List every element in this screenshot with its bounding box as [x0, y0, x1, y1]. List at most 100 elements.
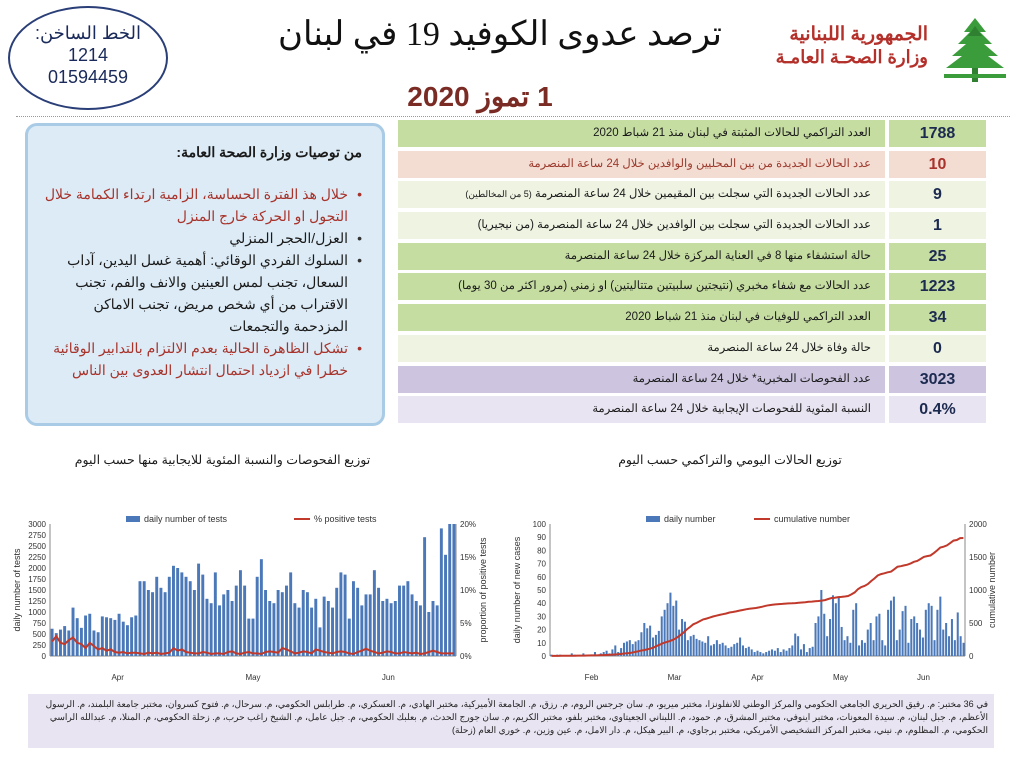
bar — [710, 645, 713, 656]
bar — [756, 650, 759, 656]
bar — [646, 628, 649, 656]
bar — [785, 650, 788, 656]
bar — [305, 592, 309, 656]
page-title: ترصد عدوى الكوفيد 19 في لبنان — [278, 16, 722, 53]
bar — [759, 652, 762, 656]
y-tick-label: 1250 — [28, 597, 46, 606]
stat-value: 0 — [889, 334, 986, 362]
bar — [96, 632, 100, 656]
bar — [444, 554, 448, 656]
bar — [826, 636, 829, 656]
bar — [817, 616, 820, 656]
bar — [54, 633, 58, 656]
bar — [418, 605, 422, 656]
bar — [744, 648, 747, 656]
bar — [631, 644, 634, 656]
y-tick-label: 10 — [537, 639, 546, 648]
bar — [921, 637, 924, 656]
y2-axis-title: cumulative number — [987, 552, 997, 628]
bar — [849, 642, 852, 656]
bar — [936, 609, 939, 656]
bar — [226, 590, 230, 656]
recommendations-heading: من توصيات وزارة الصحة العامة: — [176, 144, 362, 160]
bar — [840, 626, 843, 656]
bar — [125, 625, 129, 656]
bar — [721, 642, 724, 656]
bar — [762, 653, 765, 656]
bar — [950, 619, 953, 656]
bar — [280, 592, 284, 656]
month-label: Apr — [751, 673, 764, 682]
cases-chart: 01020304050607080901000500100015002000da… — [512, 514, 997, 682]
bar — [448, 524, 452, 656]
bar — [820, 590, 823, 656]
bar — [904, 605, 907, 656]
recommendation-item: تشكل الظاهرة الحالية بعدم الالتزام بالتد… — [44, 337, 362, 381]
bar — [962, 642, 965, 656]
bar — [741, 645, 745, 656]
y-tick-label: 30 — [537, 612, 546, 621]
bar — [84, 615, 88, 656]
stat-row: النسبة المئوية للفحوصات الإيجابية خلال 2… — [398, 396, 986, 424]
bar — [800, 649, 803, 656]
bar — [663, 609, 666, 656]
bar — [875, 616, 878, 656]
bar — [675, 600, 678, 656]
bar — [331, 607, 334, 656]
y-tick-label: 1750 — [28, 575, 46, 584]
bar — [130, 617, 134, 656]
y-tick-label: 1000 — [28, 608, 46, 617]
bar — [683, 621, 686, 656]
bar — [163, 592, 167, 656]
bar — [272, 603, 276, 656]
bar — [356, 587, 360, 656]
bar — [142, 581, 146, 656]
bar — [765, 652, 768, 656]
bar — [681, 619, 684, 656]
stat-value: 10 — [889, 150, 986, 178]
stat-label: عدد الحالات الجديدة التي سجلت بين المقيم… — [398, 181, 885, 209]
bar — [155, 576, 159, 656]
bar — [733, 644, 736, 656]
y-tick-label: 40 — [537, 599, 546, 608]
stat-label: عدد الحالات الجديدة من بين المحليين والو… — [398, 150, 885, 178]
bar — [593, 652, 596, 656]
stat-value: 0.4% — [889, 396, 986, 424]
bar — [724, 645, 727, 656]
bar — [414, 601, 418, 656]
cases-chart-title: توزيع الحالات اليومي والتراكمي حسب اليوم — [618, 453, 842, 467]
bar — [184, 576, 188, 656]
bar — [768, 650, 771, 656]
bar — [234, 585, 238, 656]
bar — [402, 585, 406, 656]
bar — [88, 613, 92, 656]
y-tick-label: 100 — [533, 520, 547, 529]
bar — [750, 649, 753, 656]
bar — [79, 627, 83, 656]
bar — [640, 632, 643, 656]
bar — [669, 592, 672, 656]
bar — [959, 636, 962, 656]
bar — [837, 597, 840, 656]
bar — [843, 640, 846, 656]
bar — [301, 590, 305, 656]
bar — [889, 600, 893, 656]
bar — [637, 640, 640, 656]
ministry-name: الجمهورية اللبنانية وزارة الصحـة العامـة — [748, 24, 928, 68]
bar — [381, 601, 385, 656]
stat-row: عدد الحالات الجديدة من بين المحليين والو… — [398, 150, 986, 178]
legend-bar-swatch — [126, 516, 140, 522]
y2-tick-label: 1500 — [969, 553, 987, 562]
recommendation-item: خلال هذ الفترة الحساسة، الزامية ارتداء ا… — [44, 183, 362, 227]
bar — [657, 630, 660, 656]
hotline-oval: الخط الساخن: 1214 01594459 — [8, 6, 168, 110]
bar — [736, 642, 739, 656]
bar — [368, 594, 372, 656]
y2-tick-label: 0 — [969, 652, 974, 661]
bar — [747, 646, 750, 656]
bar — [753, 652, 756, 656]
legend-line-label: % positive tests — [314, 514, 377, 524]
bar — [712, 644, 715, 656]
stat-row: حالة استشفاء منها 8 في العناية المركزة خ… — [398, 242, 986, 270]
y-tick-label: 70 — [537, 560, 546, 569]
